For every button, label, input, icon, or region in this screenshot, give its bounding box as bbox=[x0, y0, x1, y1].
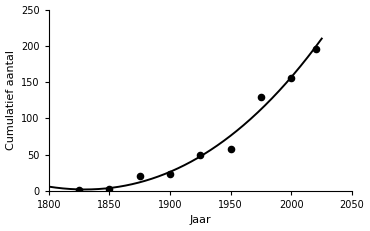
Point bbox=[107, 188, 112, 191]
Point bbox=[76, 188, 82, 192]
Point bbox=[258, 95, 264, 98]
X-axis label: Jaar: Jaar bbox=[189, 216, 211, 225]
Point bbox=[289, 76, 295, 79]
Point bbox=[167, 172, 173, 176]
Point bbox=[137, 174, 143, 178]
Y-axis label: Cumulatief aantal: Cumulatief aantal bbox=[6, 50, 16, 150]
Point bbox=[313, 47, 319, 51]
Point bbox=[198, 153, 204, 156]
Point bbox=[228, 147, 234, 151]
